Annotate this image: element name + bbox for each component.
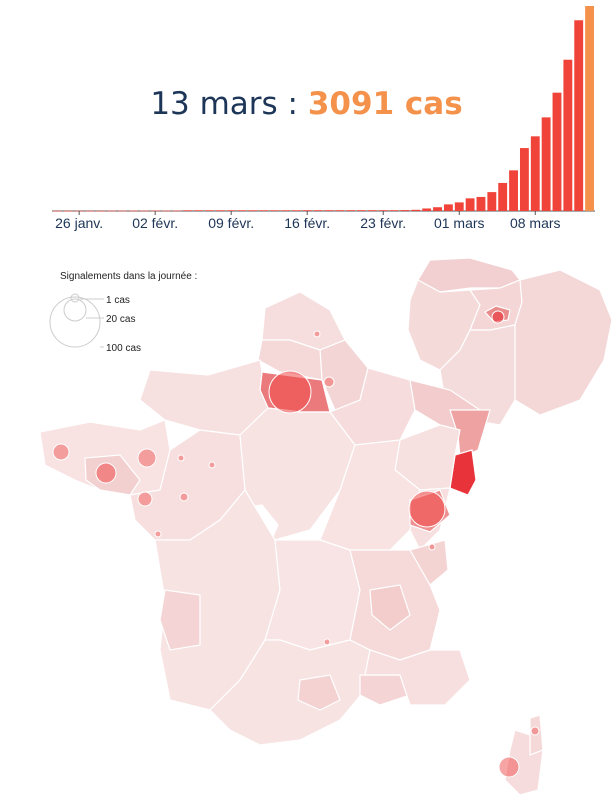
legend-circle-100 [49,296,101,348]
bar-20-f-vr- [346,210,356,211]
bar-28-f-vr- [433,207,442,211]
bar-03-mars [476,196,486,211]
bubble-loire-atlantique [137,491,153,507]
bar-10-mars [552,92,562,211]
bubble-aisne [323,376,335,388]
x-tick-label-5: 01 mars [434,215,485,231]
dept-seine-et-marne [514,269,613,416]
legend-title: Signalements dans la journée : [60,271,197,282]
x-tick-label-3: 16 févr. [284,215,330,231]
bar-29-f-vr- [443,204,453,211]
x-tick-label-4: 23 févr. [360,215,406,231]
bar-01-f-vr- [139,210,149,212]
france-mainland [39,291,491,746]
bar-11-f-vr- [248,210,258,211]
bubble-mayenne [177,454,185,462]
bar-27-janv- [85,210,95,212]
bar-13-mars [585,6,594,211]
bar-11-mars [563,59,573,212]
bubble-sarthe [208,461,216,469]
france-departments-map: Signalements dans la journée : 1 cas 20 … [39,257,613,796]
bubble-paris [491,310,505,324]
bar-05-f-vr- [183,210,193,211]
bar-14-f-vr- [281,210,290,211]
bar-23-f-vr- [378,210,388,211]
bar-02-f-vr- [150,210,160,212]
bar-25-f-vr- [400,210,410,211]
dept-isere [369,584,411,631]
bar-19-f-vr- [335,210,345,211]
region-paca [364,649,471,706]
region-auvergne [264,539,361,651]
bar-07-mars [519,148,529,211]
x-tick-label-0: 26 janv. [55,215,103,231]
bar-08-mars [530,136,540,211]
case-bubbles [52,310,540,778]
bar-05-mars [498,182,508,211]
bar-09-f-vr- [226,210,236,211]
map-legend: Signalements dans la journée : 1 cas 20 … [49,271,197,354]
bar-29-janv- [107,210,117,212]
bubble-oise [268,370,312,414]
bubble-ille-et-vilaine [137,448,157,468]
bar-03-f-vr- [161,210,171,212]
bar-02-mars [465,198,475,211]
bar-12-f-vr- [259,210,269,211]
bubble-maine-et-loire [179,492,189,502]
bar-25-janv- [63,210,73,212]
bubble-vendee [154,530,162,538]
bar-07-f-vr- [205,210,214,211]
x-tick-label-1: 02 févr. [132,215,178,231]
bar-30-janv- [118,210,128,212]
bar-15-f-vr- [291,210,301,211]
chart-headline: 13 mars : 3091 cas [0,86,613,122]
bar-10-f-vr- [237,210,247,211]
bar-06-mars [509,170,518,211]
corsica [504,714,544,796]
headline-separator: : [277,86,308,122]
bar-22-f-vr- [367,210,377,211]
bubble-corse-du-sud [498,756,520,778]
inset-ile-de-france [407,257,613,426]
dept-gironde [159,589,201,651]
bar-16-f-vr- [302,210,312,211]
bar-13-f-vr- [270,210,280,211]
bubble-savoie [428,543,436,551]
bar-06-f-vr- [194,210,204,211]
bubble-haute-corse [530,726,540,736]
bubble-nord [313,330,321,338]
bar-26-f-vr- [411,209,421,211]
bar-31-janv- [129,210,138,212]
bar-27-f-vr- [422,208,432,211]
bar-09-mars [541,117,551,211]
daily-cases-bar-chart: 26 janv. 02 févr. 09 févr. 16 févr. 23 févr.… [52,6,595,231]
bar-04-f-vr- [172,210,182,212]
headline-case-count: 3091 cas [307,86,463,122]
legend-label-100: 100 cas [106,343,141,354]
bar-18-f-vr- [324,210,334,211]
legend-label-20: 20 cas [106,314,135,325]
bar-24-janv- [53,210,62,212]
bar-04-mars [487,192,497,211]
x-tick-label-2: 09 févr. [208,215,254,231]
legend-label-1: 1 cas [106,295,130,306]
bar-08-f-vr- [215,210,225,211]
x-tick-label-6: 08 mars [510,215,561,231]
bar-21-f-vr- [357,210,366,211]
legend-circle-1 [70,293,80,303]
bar-28-janv- [96,210,106,212]
headline-date: 13 mars [150,86,278,122]
bubble-aveyron [323,638,331,646]
bar-12-mars [574,20,584,211]
bubble-morbihan [95,462,117,484]
bar-24-f-vr- [389,210,399,211]
bar-01-mars [454,202,464,211]
dept-haute-garonne [297,674,341,711]
bar-17-f-vr- [313,210,323,211]
bubble-haute-savoie [408,490,446,528]
legend-circle-20 [63,298,87,322]
bubble-finistere [52,443,70,461]
